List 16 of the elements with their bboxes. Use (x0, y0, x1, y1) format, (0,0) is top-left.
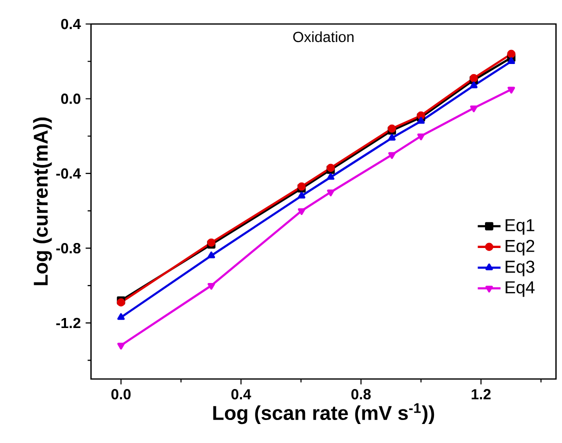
x-tick-label: 1.2 (472, 389, 491, 400)
x-axis-title: Log (scan rate (mV s$^{-1}$)) (213, 403, 434, 424)
x-tick-label: 0.8 (351, 389, 371, 400)
chart-title: Oxidation (293, 31, 354, 42)
legend-label: Eq2 (506, 240, 534, 256)
y-tick-label: 0.0 (61, 94, 80, 104)
y-tick-label: -1.2 (56, 318, 80, 328)
legend-label: Eq3 (506, 260, 534, 276)
y-axis-title: Log (current(mA)) (33, 118, 52, 286)
y-tick-label: -0.4 (56, 168, 81, 179)
x-tick-label: 0.4 (231, 389, 252, 400)
y-tick-label: -0.8 (56, 243, 80, 254)
y-tick-label: 0.4 (61, 18, 81, 30)
legend-label: Eq4 (506, 281, 535, 297)
x-tick-label: 0.0 (111, 389, 131, 400)
legend-label: Eq1 (506, 219, 534, 235)
